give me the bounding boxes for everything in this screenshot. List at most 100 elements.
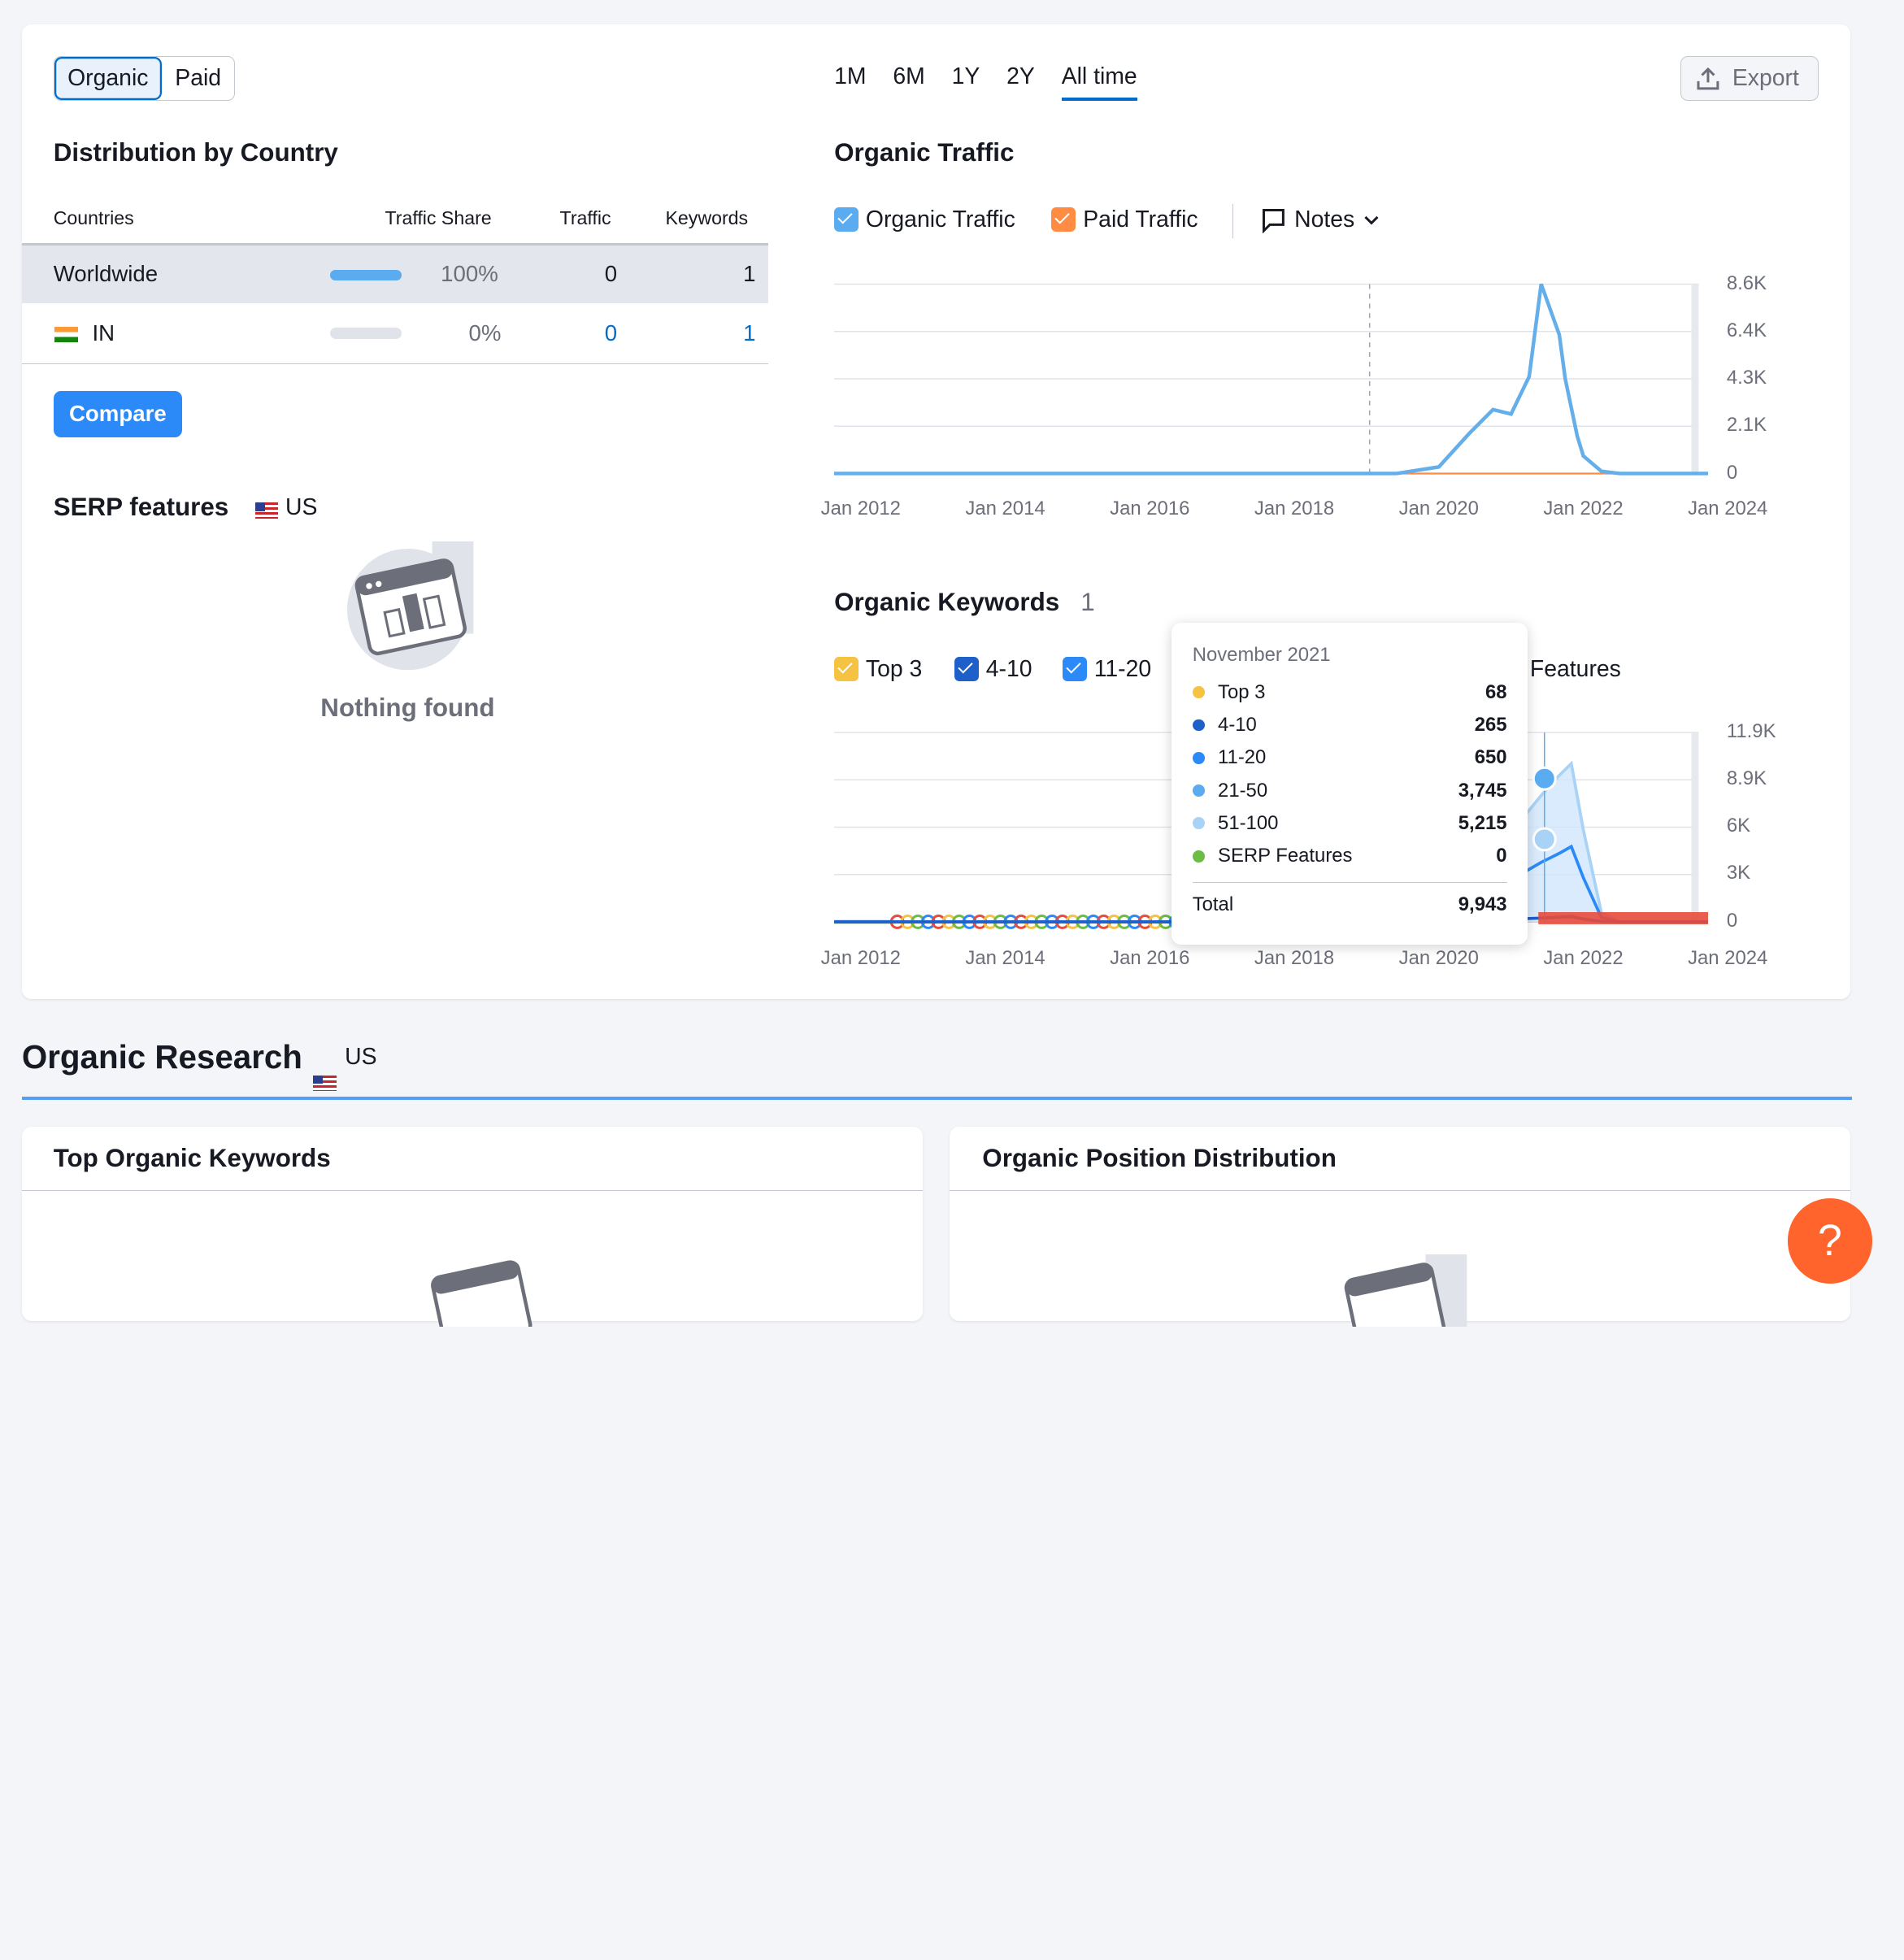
- empty-state-icon: [347, 541, 474, 671]
- x-axis-tick: Jan 2014: [965, 947, 1045, 969]
- range-handle[interactable]: [1691, 732, 1699, 922]
- share-value: 0%: [468, 320, 502, 346]
- y-axis-tick: 8.6K: [1726, 272, 1767, 294]
- legend-label: 4-10: [985, 655, 1032, 682]
- table-header-divider: [21, 242, 769, 246]
- legend-4-10[interactable]: 4-10: [954, 656, 1032, 683]
- checkbox-icon: [954, 657, 979, 681]
- period-1m[interactable]: 1M: [834, 63, 867, 89]
- tooltip-rows: Top 3 68 4-10 265 11-20 650 21-50 3,745 51-100 5,…: [1192, 676, 1507, 873]
- series-dot: [1192, 817, 1205, 830]
- organic-traffic-chart[interactable]: [834, 273, 1709, 485]
- x-axis-tick: Jan 2024: [1688, 498, 1768, 520]
- series-name: SERP Features: [1218, 845, 1353, 867]
- gridlines: [834, 283, 1699, 475]
- tooltip-row: 11-20 650: [1192, 741, 1507, 774]
- series-value: 3,745: [1458, 779, 1507, 802]
- col-traffic: Traffic: [559, 207, 611, 229]
- y-axis-tick: 0: [1726, 909, 1738, 932]
- empty-state-icon: [1344, 1254, 1467, 1328]
- series-value: 265: [1474, 714, 1507, 736]
- legend-organic-traffic[interactable]: Organic Traffic: [834, 206, 1015, 233]
- tooltip-date: November 2021: [1192, 643, 1331, 666]
- series-value: 5,215: [1458, 811, 1507, 834]
- india-flag-icon: [54, 326, 78, 343]
- legend-label: 11-20: [1093, 655, 1152, 682]
- country-name: IN: [92, 320, 115, 346]
- series-value: 0: [1496, 845, 1507, 867]
- legend-divider: [1232, 203, 1234, 238]
- series-dot: [1192, 719, 1205, 732]
- x-axis-tick: Jan 2022: [1543, 947, 1624, 969]
- traffic-value: 0: [604, 261, 618, 287]
- empty-state-icon: [430, 1260, 533, 1328]
- traffic-link[interactable]: 0: [604, 320, 618, 346]
- top-keywords-title: Top Organic Keywords: [53, 1143, 331, 1172]
- tooltip-total-label: Total: [1192, 893, 1234, 916]
- legend-label: Organic Traffic: [865, 206, 1015, 233]
- us-flag-icon: [254, 502, 279, 519]
- period-6m[interactable]: 6M: [893, 63, 925, 89]
- serp-db: US: [285, 493, 318, 520]
- organic-tab[interactable]: Organic: [54, 56, 162, 100]
- x-axis-tick: Jan 2018: [1254, 947, 1335, 969]
- legend-paid-traffic[interactable]: Paid Traffic: [1051, 206, 1198, 233]
- x-axis-tick: Jan 2018: [1254, 498, 1335, 520]
- x-axis-tick: Jan 2022: [1543, 498, 1624, 520]
- y-axis-tick: 4.3K: [1726, 367, 1767, 389]
- y-axis-tick: 11.9K: [1726, 719, 1776, 742]
- checkbox-icon: [834, 207, 859, 233]
- empty-state-text: Nothing found: [320, 693, 495, 722]
- section-divider: [21, 1096, 1852, 1101]
- help-button[interactable]: ?: [1787, 1198, 1873, 1284]
- x-axis-tick: Jan 2012: [820, 498, 901, 520]
- keywords-chart-title: Organic Keywords: [834, 587, 1060, 616]
- page-root: Organic Paid Distribution by Country Cou…: [0, 0, 1904, 1313]
- us-flag-icon: [313, 1076, 337, 1092]
- keywords-link[interactable]: 1: [743, 320, 756, 346]
- checkbox-icon: [1062, 657, 1087, 681]
- table-row-worldwide[interactable]: Worldwide 100% 0 1: [21, 245, 769, 304]
- card-divider: [21, 1189, 924, 1192]
- series-name: Top 3: [1218, 680, 1266, 703]
- notes-dropdown[interactable]: Notes: [1260, 206, 1381, 233]
- card-divider: [949, 1189, 1851, 1192]
- y-axis-tick: 6K: [1726, 815, 1751, 837]
- legend-11-20[interactable]: 11-20: [1062, 655, 1152, 683]
- y-axis-tick: 6.4K: [1726, 319, 1767, 341]
- series-name: 21-50: [1218, 779, 1268, 802]
- compare-button[interactable]: Compare: [53, 390, 183, 437]
- serp-features-title: SERP features: [53, 493, 229, 522]
- y-axis-tick: 3K: [1726, 862, 1751, 884]
- col-traffic-share: Traffic Share: [385, 207, 492, 229]
- keywords-value: 1: [743, 261, 756, 287]
- share-value: 100%: [441, 261, 498, 287]
- y-axis-tick: 8.9K: [1726, 767, 1767, 789]
- chart-tooltip: November 2021 Top 3 68 4-10 265 11-20 650 21-5…: [1172, 623, 1528, 945]
- export-button[interactable]: Export: [1680, 55, 1819, 101]
- period-all-time[interactable]: All time: [1061, 63, 1137, 101]
- share-bar: [330, 328, 402, 339]
- tooltip-row: 21-50 3,745: [1192, 774, 1507, 806]
- chevron-down-icon: [1364, 216, 1379, 225]
- legend-top3[interactable]: Top 3: [834, 656, 922, 683]
- hover-point: [1532, 766, 1557, 791]
- period-1y[interactable]: 1Y: [951, 63, 980, 89]
- range-handle[interactable]: [1691, 284, 1699, 474]
- series-name: 11-20: [1218, 746, 1267, 769]
- table-row-in[interactable]: IN 0% 0 1: [21, 303, 769, 365]
- legend-label: Top 3: [865, 655, 923, 682]
- period-2y[interactable]: 2Y: [1006, 63, 1035, 89]
- series-value: 68: [1485, 680, 1507, 703]
- checkbox-icon: [1051, 207, 1076, 233]
- share-bar-fill: [330, 269, 402, 280]
- series-dot: [1192, 751, 1205, 764]
- traffic-chart-title: Organic Traffic: [834, 138, 1015, 167]
- export-label: Export: [1732, 64, 1799, 91]
- organic-paid-toggle: Organic Paid: [53, 55, 236, 101]
- notes-label: Notes: [1294, 206, 1355, 233]
- research-db: US: [345, 1044, 377, 1071]
- organic-traffic-line: [834, 283, 1709, 476]
- legend-serp-features[interactable]: Features: [1530, 656, 1621, 683]
- paid-tab[interactable]: Paid: [175, 64, 222, 91]
